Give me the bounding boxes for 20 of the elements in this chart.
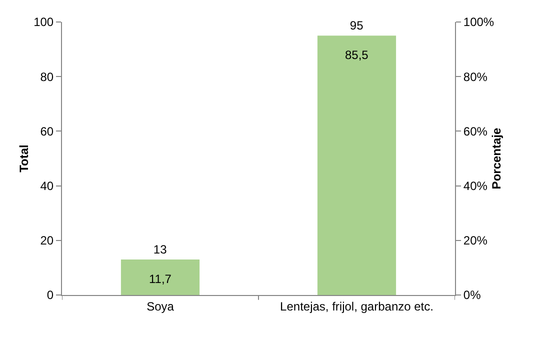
y2-tick-label: 20% xyxy=(463,234,488,248)
data-label: 95 xyxy=(350,18,364,33)
y-tick-label: 20 xyxy=(40,234,54,248)
y-tick-label: 100 xyxy=(34,15,54,30)
y2-tick-label: 40% xyxy=(463,179,488,193)
data-label: 13 xyxy=(153,242,168,257)
x-tick-label: Lentejas, frijol, garbanzo etc. xyxy=(280,299,434,314)
annotation: 11,7 xyxy=(149,272,172,286)
y2-axis-title: Porcentaje xyxy=(490,127,504,190)
y2-tick-label: 60% xyxy=(463,124,488,138)
y2-tick-label: 100% xyxy=(463,15,494,30)
x-tick-label: Soya xyxy=(146,299,174,314)
y2-tick-label: 0% xyxy=(463,288,482,302)
y-axis-title: Total xyxy=(17,144,31,172)
annotation: 85,5 xyxy=(345,48,369,62)
y-tick-label: 80 xyxy=(40,70,54,84)
y2-tick-label: 80% xyxy=(463,70,488,84)
y-tick-label: 40 xyxy=(40,179,54,193)
y-tick-label: 60 xyxy=(40,124,54,138)
y-tick-label: 0 xyxy=(46,288,54,302)
